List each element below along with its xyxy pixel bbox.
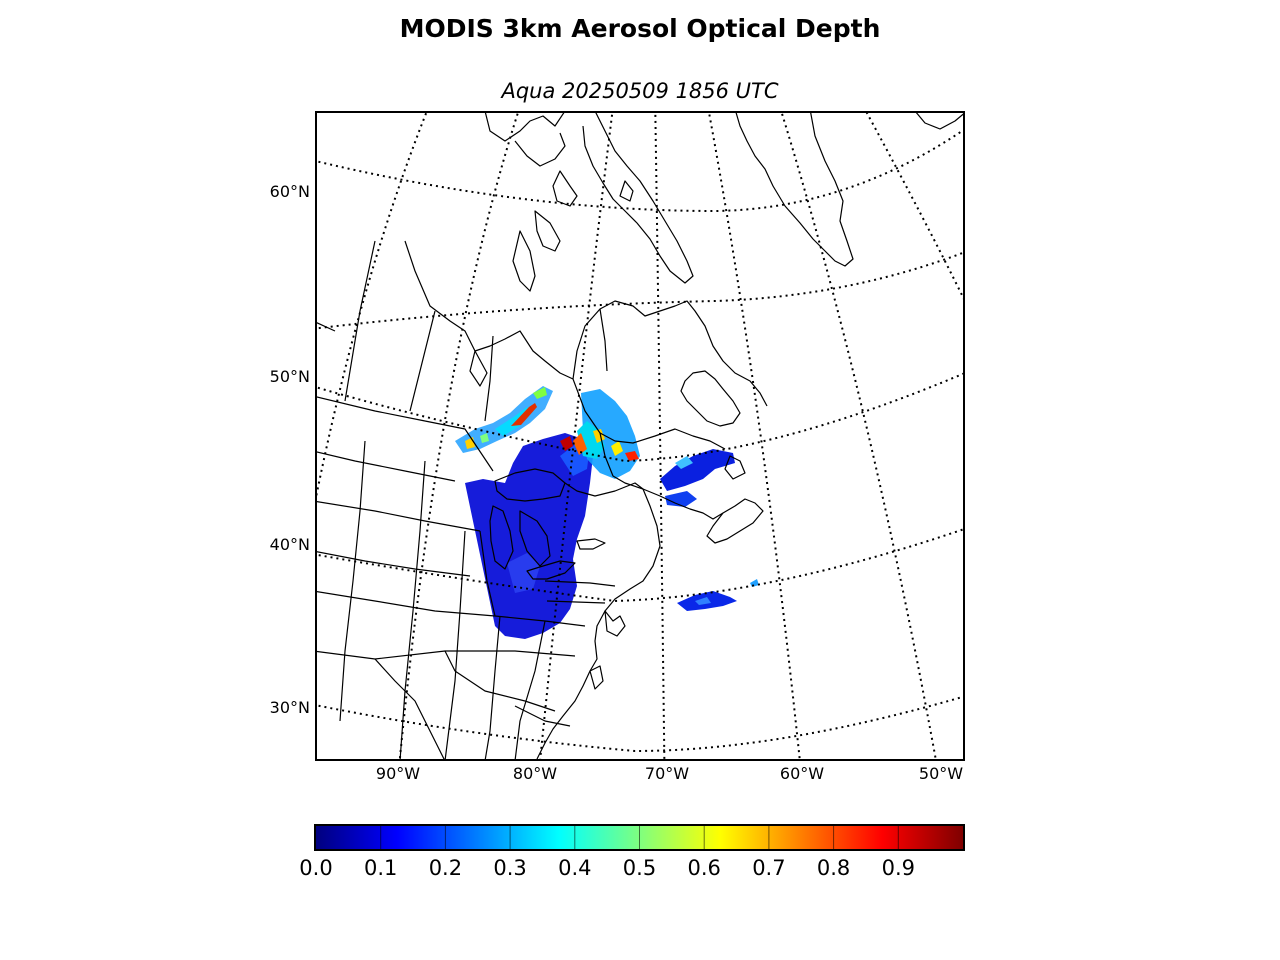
graticule (317, 113, 963, 759)
lon-label-80w: 80°W (512, 764, 558, 783)
lat-label-60n: 60°N (269, 182, 310, 201)
colorbar (314, 824, 965, 851)
lat-label-40n: 40°N (269, 535, 310, 554)
colorbar-tick-label: 0.9 (881, 856, 915, 880)
aod-swath (455, 386, 759, 639)
lon-label-70w: 70°W (644, 764, 690, 783)
colorbar-tick-label: 0.0 (299, 856, 333, 880)
colorbar-tick-label: 0.8 (816, 856, 851, 880)
colorbar-tick-marks (380, 826, 899, 849)
map-panel (315, 111, 965, 761)
colorbar-tick-label: 0.7 (752, 856, 786, 880)
colorbar-tick-label: 0.3 (493, 856, 527, 880)
lon-label-60w: 60°W (779, 764, 825, 783)
colorbar-tick-label: 0.6 (687, 856, 721, 880)
colorbar-tick-label: 0.2 (428, 856, 463, 880)
colorbar-tick-label: 0.4 (558, 856, 592, 880)
lon-label-90w: 90°W (375, 764, 421, 783)
lat-label-50n: 50°N (269, 367, 310, 386)
colorbar-tick-label: 0.1 (363, 856, 398, 880)
lat-label-30n: 30°N (269, 698, 310, 717)
map-canvas (317, 113, 963, 759)
lon-label-50w: 50°W (918, 764, 964, 783)
colorbar-tick-label: 0.5 (622, 856, 657, 880)
coastlines (317, 113, 963, 759)
chart-subtitle: Aqua 20250509 1856 UTC (501, 79, 779, 103)
chart-title: MODIS 3km Aerosol Optical Depth (399, 14, 881, 43)
